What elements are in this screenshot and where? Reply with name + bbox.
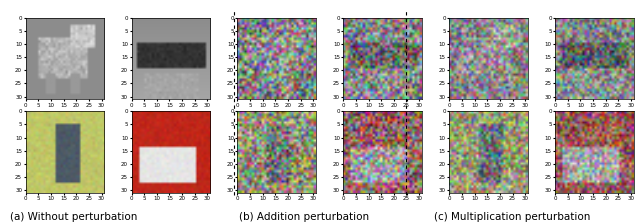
Text: (c) Multiplication perturbation: (c) Multiplication perturbation: [434, 212, 590, 222]
Text: (a) Without perturbation: (a) Without perturbation: [10, 212, 138, 222]
Text: (b) Addition perturbation: (b) Addition perturbation: [239, 212, 369, 222]
